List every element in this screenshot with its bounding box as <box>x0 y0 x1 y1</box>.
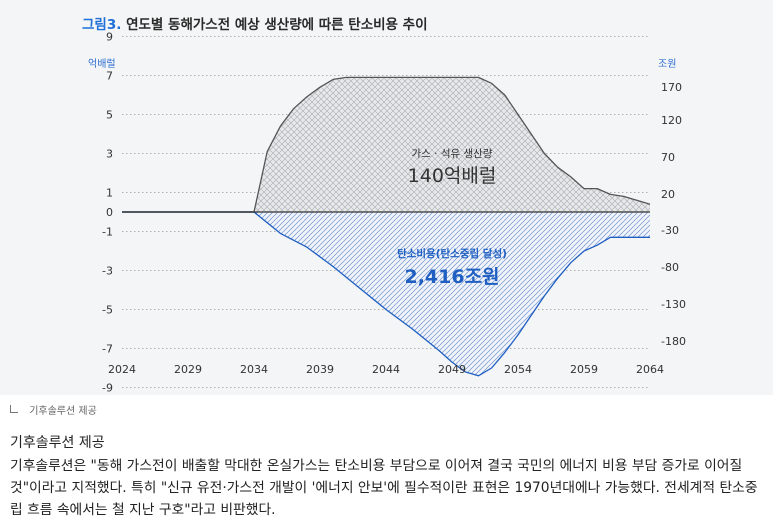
chart-title-number: 그림3. <box>82 17 122 33</box>
chart-title: 그림3. 연도별 동해가스전 예상 생산량에 따른 탄소비용 추이 <box>82 13 428 33</box>
x-tick-label: 2049 <box>438 363 466 376</box>
series-line <box>122 211 650 377</box>
y-left-tick-label: -5 <box>102 304 113 317</box>
x-tick-label: 2044 <box>372 363 400 376</box>
image-credit-text: 기후솔루션 제공 <box>29 406 97 417</box>
x-tick-label: 2059 <box>570 363 598 376</box>
x-tick-label: 2034 <box>240 363 268 376</box>
chart-figure: 그림3. 연도별 동해가스전 예상 생산량에 따른 탄소비용 추이 억배럴 조원… <box>0 0 773 395</box>
article-body: 기후솔루션은 "동해 가스전이 배출할 막대한 온실가스는 탄소비용 부담으로 … <box>10 458 758 518</box>
y-left-tick-label: -9 <box>102 382 113 395</box>
y-left-tick-label: 5 <box>106 109 113 122</box>
axis-labels: 9 7 5 3 1 0 -1 -3 -5 -7 -9 170 120 70 20 -30 -80 -130 -180… <box>102 31 686 395</box>
x-tick-label: 2024 <box>108 363 136 376</box>
y-right-tick-label: 120 <box>661 114 682 127</box>
corner-mark-icon <box>10 405 18 413</box>
left-axis-unit: 억배럴 <box>88 59 116 70</box>
y-left-tick-label: 9 <box>106 31 113 44</box>
chart-title-text: 연도별 동해가스전 예상 생산량에 따른 탄소비용 추이 <box>126 17 428 33</box>
x-tick-label: 2064 <box>636 363 664 376</box>
y-left-tick-label: -7 <box>102 343 113 356</box>
y-left-tick-label: -1 <box>102 226 113 239</box>
x-tick-label: 2029 <box>174 363 202 376</box>
chart-plot: 9 7 5 3 1 0 -1 -3 -5 -7 -9 170 120 70 20 -30 -80 -130 -180… <box>102 31 686 395</box>
y-left-tick-label: -3 <box>102 265 113 278</box>
y-right-tick-label: 170 <box>661 81 682 94</box>
y-right-tick-label: -30 <box>661 224 679 237</box>
y-left-tick-label: 0 <box>106 206 113 219</box>
right-axis-unit: 조원 <box>658 59 677 70</box>
series-area <box>122 77 650 213</box>
y-right-tick-label: -80 <box>661 261 679 274</box>
y-right-tick-label: 20 <box>661 188 675 201</box>
y-left-tick-label: 3 <box>106 148 113 161</box>
y-right-tick-label: -180 <box>661 335 686 348</box>
series-total-gas: 140억배럴 <box>408 165 497 187</box>
article-caption: 기후솔루션 제공 <box>10 435 105 451</box>
y-right-tick-label: -130 <box>661 298 686 311</box>
series-name-gas: 가스 · 석유 생산량 <box>412 148 493 160</box>
x-tick-label: 2039 <box>306 363 334 376</box>
y-right-tick-label: 70 <box>661 151 675 164</box>
series-line <box>122 76 651 213</box>
series-area <box>122 212 650 376</box>
series-areas <box>122 76 651 377</box>
image-credit: 기후솔루션 제공 <box>10 402 97 417</box>
series-total-carbon: 2,416조원 <box>404 266 499 288</box>
x-tick-label: 2054 <box>504 363 532 376</box>
series-name-carbon: 탄소비용(탄소중립 달성) <box>397 247 507 260</box>
y-left-tick-label: 1 <box>106 187 113 200</box>
y-left-tick-label: 7 <box>106 70 113 83</box>
